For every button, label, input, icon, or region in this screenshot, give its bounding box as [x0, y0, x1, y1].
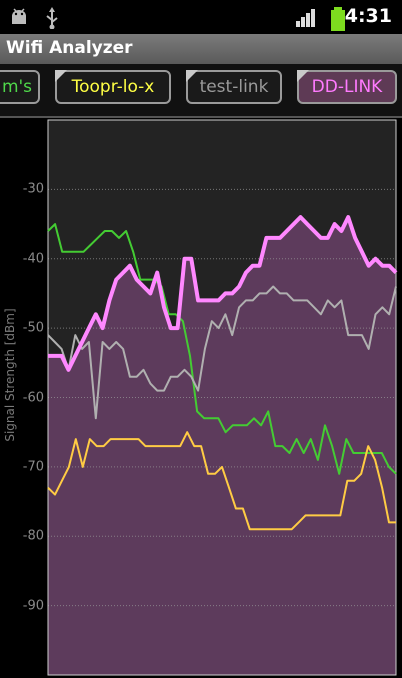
app-title-bar: Wifi Analyzer — [0, 34, 402, 64]
series-line-m-s — [47, 223, 397, 475]
y-tick-label: -30 — [22, 181, 44, 197]
y-tick-label: -60 — [22, 390, 44, 405]
battery-icon — [330, 7, 346, 36]
y-tick-label: -80 — [22, 528, 44, 544]
network-tab-test-link[interactable]: test-link — [186, 70, 282, 104]
usb-icon — [44, 7, 60, 34]
y-axis-label: Signal Strength [dBm] — [3, 308, 17, 442]
network-tab-label: test-link — [199, 77, 269, 97]
status-time: 4:31 — [344, 5, 392, 27]
y-tick-label: -70 — [22, 459, 44, 475]
tab-corner-icon — [186, 70, 198, 82]
network-tab-ms[interactable]: m's — [0, 70, 40, 104]
tab-corner-icon — [55, 70, 67, 82]
series-line-test-link — [47, 285, 397, 420]
android-icon — [10, 7, 28, 32]
plot-border — [47, 119, 397, 676]
app-title: Wifi Analyzer — [6, 38, 133, 58]
network-tab-dd-link[interactable]: DD-LINK — [297, 70, 397, 104]
network-tab-label: Toopr-lo-x — [71, 77, 155, 97]
network-tab-label: m's — [1, 77, 33, 97]
header-divider — [0, 116, 402, 118]
network-tab-toopr[interactable]: Toopr-lo-x — [55, 70, 171, 104]
network-tab-label: DD-LINK — [311, 77, 383, 97]
signal-icon — [296, 7, 320, 32]
network-tab-row[interactable]: m's Toopr-lo-x test-link DD-LINK — [0, 64, 402, 116]
y-tick-label: -50 — [22, 320, 44, 336]
y-tick-label: -40 — [22, 251, 44, 267]
status-bar: 4:31 — [0, 0, 402, 34]
series-line-dd-link — [48, 215, 398, 372]
tab-corner-icon — [297, 70, 309, 82]
series-line-toopr-lo-x — [47, 431, 396, 531]
y-tick-label: -90 — [22, 598, 44, 614]
series-area-3 — [48, 217, 396, 675]
